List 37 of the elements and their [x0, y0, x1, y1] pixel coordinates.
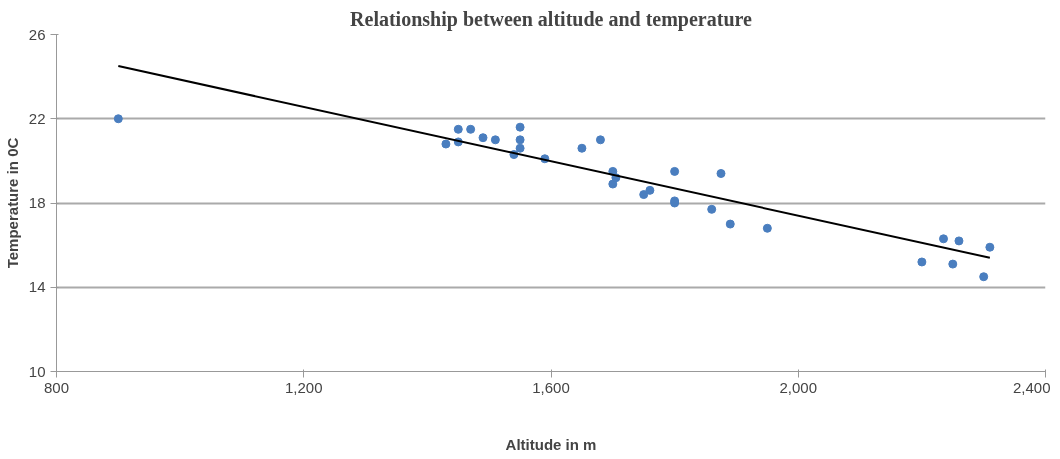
point — [985, 242, 995, 252]
point — [645, 185, 655, 195]
point — [490, 135, 500, 145]
x-tick-label: 800 — [43, 378, 70, 396]
point — [707, 204, 717, 214]
point — [939, 234, 949, 244]
point — [577, 143, 587, 153]
point — [979, 272, 989, 282]
y-axis-title: Temperature in 0C — [3, 137, 21, 269]
point — [670, 166, 680, 176]
point — [639, 190, 649, 200]
x-axis-title: Altitude in m — [505, 435, 597, 453]
point — [954, 236, 964, 246]
point — [515, 143, 525, 153]
point — [917, 257, 927, 267]
chart-title: Relationship between altitude and temperature — [350, 7, 753, 31]
point — [515, 122, 525, 132]
y-tick-label: 26 — [28, 25, 46, 43]
point — [515, 135, 525, 145]
point — [453, 124, 463, 134]
point — [478, 133, 488, 143]
x-tick-label: 1,600 — [532, 378, 570, 396]
x-tick-label: 2,400 — [1012, 378, 1051, 396]
point — [595, 135, 605, 145]
point — [113, 114, 123, 124]
point — [948, 259, 958, 269]
point — [466, 124, 476, 134]
y-tick-label: 10 — [28, 362, 46, 380]
y-tick-label: 18 — [28, 194, 46, 211]
x-tick-label: 2,000 — [779, 378, 818, 396]
point — [725, 219, 735, 229]
y-tick-label: 22 — [28, 109, 46, 127]
point — [716, 169, 726, 178]
y-tick-label: 14 — [28, 278, 46, 296]
x-tick-label: 1,200 — [284, 378, 323, 396]
point — [441, 139, 451, 149]
point — [762, 223, 772, 233]
